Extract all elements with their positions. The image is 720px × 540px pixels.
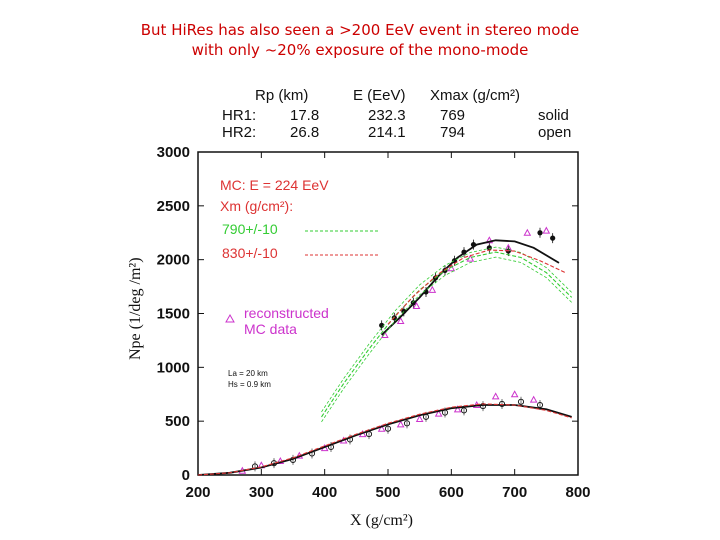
y-tick-label: 3000 — [157, 144, 190, 161]
mc-data-point — [434, 409, 443, 417]
legend-triangle-marker — [225, 313, 235, 323]
mc-data-point — [491, 392, 500, 400]
mc-data-point — [396, 316, 405, 325]
mc-data-point — [529, 395, 538, 403]
y-tick-label: 500 — [165, 413, 190, 430]
y-axis-label: Npe (1/deg /m²) — [127, 257, 144, 360]
series-line — [321, 251, 573, 418]
row-hr1-label: HR1: — [222, 107, 256, 124]
y-axis-ticks: 0 500 1000 1500 2000 2500 3000 — [157, 144, 578, 484]
series-layer — [197, 226, 573, 476]
row-hr2-style: open — [538, 124, 571, 141]
mc-data-point — [377, 424, 386, 432]
row-hr1-xmax: 769 — [440, 107, 465, 124]
param-la: La = 20 km — [228, 369, 268, 378]
y-tick-label: 2000 — [157, 252, 190, 269]
y-tick-label: 1500 — [157, 306, 190, 323]
x-tick-label: 500 — [375, 484, 400, 501]
x-axis-ticks: 200 300 400 500 600 700 800 — [185, 152, 591, 501]
mc-data-point — [542, 226, 551, 234]
slide-title-line-1: But HiRes has also seen a >200 EeV event… — [140, 21, 580, 39]
x-tick-label: 700 — [502, 484, 527, 501]
series-line — [197, 403, 572, 476]
event-parameter-table: Rp (km) E (EeV) Xmax (g/cm²) HR1: 17.8 2… — [222, 87, 571, 141]
series-line — [197, 404, 572, 476]
x-tick-label: 300 — [249, 484, 274, 501]
mc-data-point — [523, 228, 532, 236]
mc-data-point — [428, 285, 437, 293]
series-line — [381, 239, 560, 336]
legend-red-label: 830+/-10 — [222, 245, 278, 261]
slide-title-line-2: with only ~20% exposure of the mono-mode — [191, 41, 529, 59]
row-hr2-label: HR2: — [222, 124, 256, 141]
x-tick-label: 200 — [185, 484, 210, 501]
row-hr2-rp: 26.8 — [290, 124, 319, 141]
row-hr1-rp: 17.8 — [290, 107, 319, 124]
x-tick-label: 600 — [439, 484, 464, 501]
series-line-band — [321, 256, 572, 423]
param-hs: Hs = 0.9 km — [228, 380, 271, 389]
mc-data-point — [412, 301, 421, 309]
mc-data-point — [453, 405, 462, 413]
mc-data-point — [485, 236, 494, 244]
x-axis-label: X (g/cm²) — [350, 512, 413, 529]
legend-green-label: 790+/-10 — [222, 221, 278, 237]
series-line-band — [321, 246, 572, 413]
y-tick-label: 0 — [182, 467, 190, 484]
legend-mc-title: MC: E = 224 EeV — [220, 177, 329, 193]
mc-data-point — [396, 420, 405, 428]
row-hr1-energy: 232.3 — [368, 107, 406, 124]
mc-data-point — [415, 414, 424, 423]
header-xmax: Xmax (g/cm²) — [430, 87, 520, 104]
mc-data-point — [510, 390, 519, 398]
legend-xm-label: Xm (g/cm²): — [220, 198, 293, 214]
x-tick-label: 800 — [565, 484, 590, 501]
row-hr1-style: solid — [538, 107, 569, 124]
header-rp: Rp (km) — [255, 87, 308, 104]
header-energy: E (EeV) — [353, 87, 406, 104]
row-hr2-energy: 214.1 — [368, 124, 406, 141]
row-hr2-xmax: 794 — [440, 124, 465, 141]
legend: MC: E = 224 EeV Xm (g/cm²): 790+/-10 830… — [220, 177, 380, 389]
legend-recon-line2: MC data — [244, 321, 297, 337]
y-tick-label: 2500 — [157, 198, 190, 215]
x-tick-label: 400 — [312, 484, 337, 501]
legend-recon-line1: reconstructed — [244, 305, 329, 321]
mc-data-point — [380, 330, 389, 339]
series-line — [387, 249, 566, 325]
y-tick-label: 1000 — [157, 359, 190, 376]
